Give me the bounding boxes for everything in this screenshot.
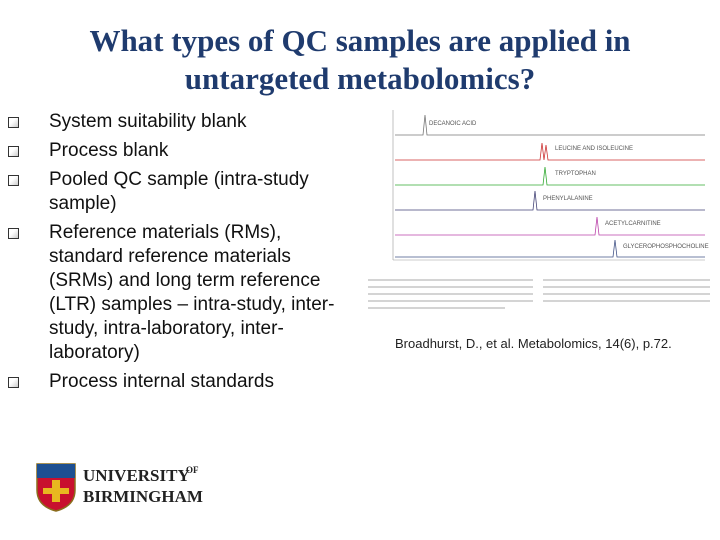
bullet: Pooled QC sample (intra-study sample) <box>0 168 351 216</box>
logo-superscript: OF <box>186 465 199 475</box>
bullet: Process internal standards <box>0 370 351 394</box>
bullet-list: System suitability blank Process blank Poo… <box>0 110 360 399</box>
bullet: Reference materials (RMs), standard refe… <box>0 221 351 365</box>
bullet: Process blank <box>0 139 351 163</box>
university-logo: UNIVERSITY OF BIRMINGHAM <box>36 463 203 512</box>
figure: DECANOIC ACID LEUCINE AND ISOLEUCINE TRYPT… <box>365 105 715 330</box>
peak-label: ACETYLCARNITINE <box>605 221 661 227</box>
logo-line2: BIRMINGHAM <box>83 487 203 506</box>
bullet: System suitability blank <box>0 110 351 134</box>
slide-title: What types of QC samples are applied in … <box>89 23 631 96</box>
peak-label: GLYCEROPHOSPHOCHOLINE <box>623 244 709 250</box>
citation: Broadhurst, D., et al. Metabolomics, 14(… <box>395 336 672 351</box>
peak-label: LEUCINE AND ISOLEUCINE <box>555 146 633 152</box>
peak-label: DECANOIC ACID <box>429 121 477 127</box>
logo-line1: UNIVERSITY <box>83 466 190 485</box>
peak-label: PHENYLALANINE <box>543 196 593 202</box>
peak-label: TRYPTOPHAN <box>555 171 596 177</box>
